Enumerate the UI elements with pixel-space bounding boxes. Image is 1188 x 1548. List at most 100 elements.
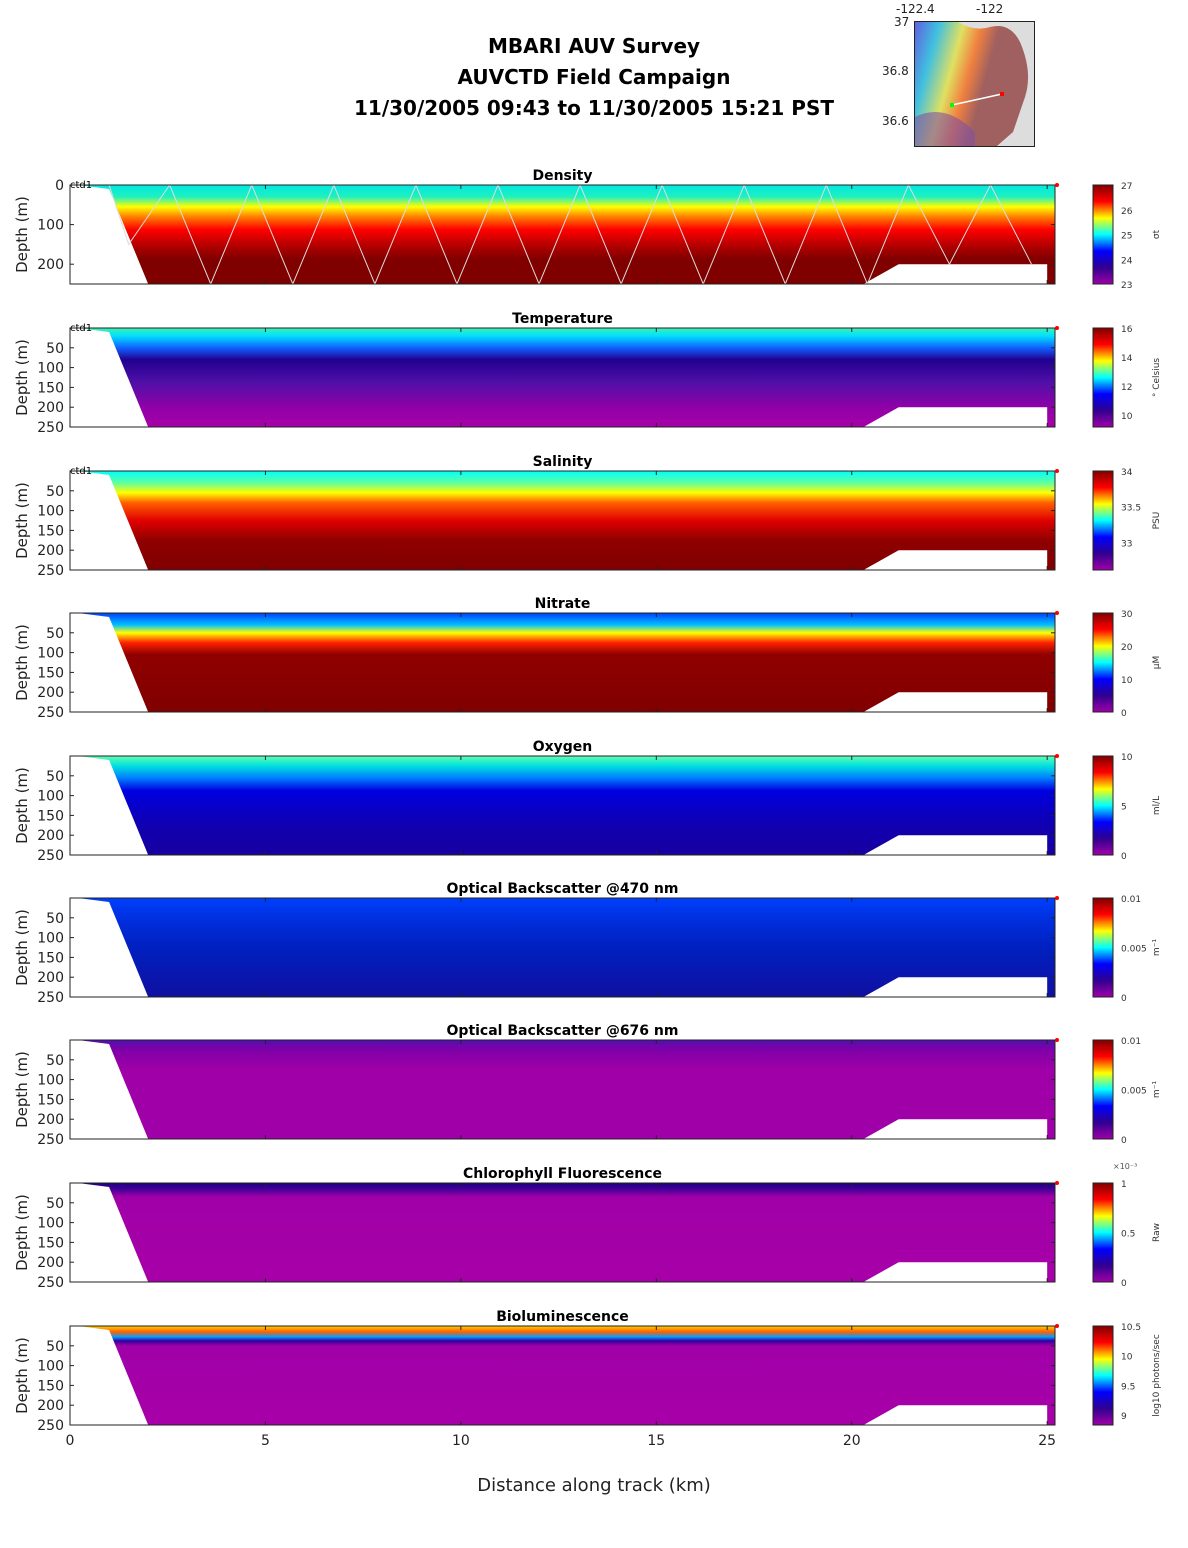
y-tick-label: 250 xyxy=(37,705,64,721)
end-marker xyxy=(1055,896,1059,900)
panel-title: Density xyxy=(532,168,592,184)
colorbar-exponent: ×10⁻³ xyxy=(1113,1162,1137,1171)
colorbar-tick-label: 5 xyxy=(1121,803,1127,813)
cast-tag: ctd1 xyxy=(70,466,92,477)
y-tick-label: 200 xyxy=(37,1112,64,1128)
map-inset xyxy=(914,21,1035,147)
track-start-marker xyxy=(950,103,954,107)
panel-title: Bioluminescence xyxy=(496,1309,629,1325)
y-tick-label: 50 xyxy=(46,769,64,785)
map-lat-label: 36.8 xyxy=(882,64,909,78)
heatmap xyxy=(70,1040,1055,1139)
y-tick-label: 250 xyxy=(37,1418,64,1434)
y-tick-label: 100 xyxy=(37,931,64,947)
y-tick-label: 50 xyxy=(46,1053,64,1069)
colorbar-tick-label: 34 xyxy=(1121,468,1133,478)
panel-density: Density ctd1 0 100 200 Depth (m) 27 26 25 24 23 σt xyxy=(13,168,1162,291)
seafloor-mask xyxy=(70,898,1055,998)
colorbar-tick-label: 16 xyxy=(1121,325,1133,335)
colorbar-tick-label: 0.01 xyxy=(1121,895,1141,905)
map-lon-label: -122 xyxy=(976,2,1004,16)
colorbar-tick-label: 0.5 xyxy=(1121,1230,1135,1240)
seafloor-mask xyxy=(70,756,1055,856)
y-tick-label: 250 xyxy=(37,563,64,579)
map-lon-label: -122.4 xyxy=(896,2,935,16)
colorbar-tick-label: 20 xyxy=(1121,643,1133,653)
y-axis-label: Depth (m) xyxy=(13,196,31,273)
seafloor-mask xyxy=(70,1183,1055,1283)
colorbar-tick-label: 33.5 xyxy=(1121,504,1141,514)
colorbar-tick-label: 0 xyxy=(1121,994,1127,1004)
y-tick-label: 250 xyxy=(37,990,64,1006)
panel-title: Chlorophyll Fluorescence xyxy=(463,1166,662,1182)
title-line-3: 11/30/2005 09:43 to 11/30/2005 15:21 PST xyxy=(353,96,835,120)
colorbar-tick-label: 33 xyxy=(1121,539,1132,549)
track-end-marker xyxy=(1000,92,1004,96)
colorbar-label: σt xyxy=(1152,229,1162,239)
panel-chlorophyll-fluorescence: Chlorophyll Fluorescence 50 100 150 200 250 De… xyxy=(13,1162,1162,1291)
colorbar-tick-label: 0 xyxy=(1121,709,1127,719)
colorbar xyxy=(1092,184,1114,285)
x-tick-label: 10 xyxy=(452,1433,470,1449)
colorbar xyxy=(1092,612,1114,713)
panel-title: Optical Backscatter @676 nm xyxy=(447,1023,679,1039)
colorbar-tick-label: 25 xyxy=(1121,232,1132,242)
plot-frame xyxy=(69,755,1056,856)
colorbar-tick-label: 30 xyxy=(1121,610,1133,620)
heatmap xyxy=(70,898,1055,997)
plot-frame xyxy=(69,470,1056,571)
colorbar-tick-label: 0 xyxy=(1121,852,1127,862)
colorbar-tick-label: 26 xyxy=(1121,207,1133,217)
plot-frame xyxy=(69,612,1056,713)
seafloor-mask xyxy=(70,471,1055,571)
y-tick-label: 100 xyxy=(37,646,64,662)
y-axis-label: Depth (m) xyxy=(13,624,31,701)
auv-track xyxy=(108,183,1032,286)
y-tick-label: 150 xyxy=(37,380,64,396)
plot-frame xyxy=(69,327,1056,428)
map-lat-label: 36.6 xyxy=(882,114,909,128)
y-tick-label: 200 xyxy=(37,970,64,986)
colorbar xyxy=(1092,1325,1114,1426)
colorbar-tick-label: 12 xyxy=(1121,383,1132,393)
panel-title: Oxygen xyxy=(533,739,593,755)
y-tick-label: 100 xyxy=(37,789,64,805)
panel-bioluminescence: Bioluminescence 50 100 150 200 250 Depth (m) 10… xyxy=(13,1309,1162,1434)
panel-temperature: Temperature ctd1 50 100 150 200 250 Depth (m) 16… xyxy=(13,311,1162,436)
seafloor-mask xyxy=(70,1040,1055,1140)
colorbar-tick-label: 10.5 xyxy=(1121,1323,1141,1333)
y-tick-label: 150 xyxy=(37,808,64,824)
colorbar-label: Raw xyxy=(1152,1223,1162,1242)
y-tick-label: 50 xyxy=(46,341,64,357)
colorbar-label: ml/L xyxy=(1152,796,1162,815)
y-tick-label: 150 xyxy=(37,1235,64,1251)
heatmap xyxy=(70,613,1055,712)
x-tick-label: 15 xyxy=(647,1433,665,1449)
y-axis-label: Depth (m) xyxy=(13,1337,31,1414)
y-tick-label: 150 xyxy=(37,523,64,539)
y-tick-label: 50 xyxy=(46,1339,64,1355)
y-tick-label: 100 xyxy=(37,504,64,520)
heatmap xyxy=(70,185,1055,284)
cast-tag: ctd1 xyxy=(70,180,92,191)
colorbar-tick-label: 9.5 xyxy=(1121,1382,1135,1392)
x-tick-label: 0 xyxy=(66,1433,75,1449)
colorbar xyxy=(1092,897,1114,998)
panel-optical-backscatter-470-nm: Optical Backscatter @470 nm 50 100 150 200 25… xyxy=(13,881,1162,1006)
panel-salinity: Salinity ctd1 50 100 150 200 250 Depth (m) 34 33.… xyxy=(13,454,1162,579)
title-line-1: MBARI AUV Survey xyxy=(487,34,701,58)
y-tick-label: 200 xyxy=(37,257,64,273)
panel-title: Temperature xyxy=(512,311,613,327)
y-axis-label: Depth (m) xyxy=(13,909,31,986)
colorbar xyxy=(1092,470,1114,571)
colorbar-tick-label: 0.01 xyxy=(1121,1037,1141,1047)
y-tick-label: 200 xyxy=(37,1398,64,1414)
colorbar-tick-label: 1 xyxy=(1121,1180,1127,1190)
x-tick-label: 25 xyxy=(1038,1433,1056,1449)
colorbar-label: PSU xyxy=(1152,512,1162,530)
y-tick-label: 100 xyxy=(37,1073,64,1089)
